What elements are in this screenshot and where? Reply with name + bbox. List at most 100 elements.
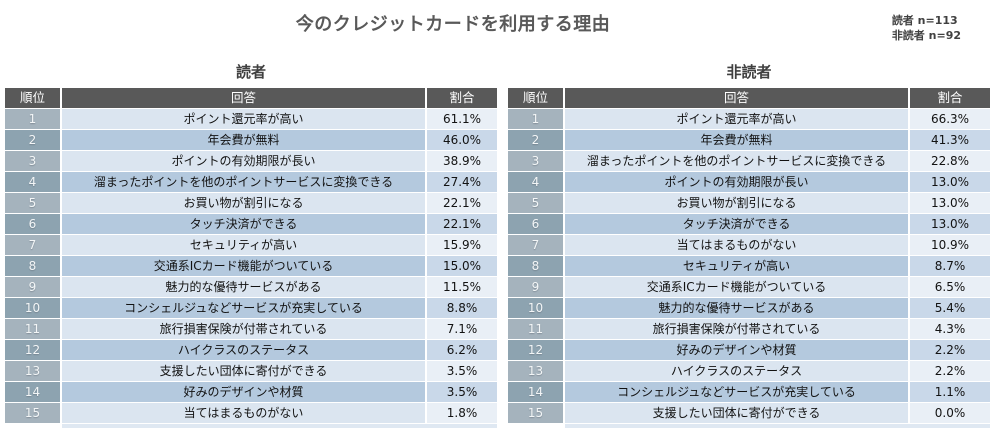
ratio-cell: 13.0%: [910, 172, 990, 192]
answer-cell: 支援したい団体に寄付ができる: [565, 403, 908, 423]
ratio-cell: 3.5%: [427, 382, 497, 402]
table-row: 13 支援したい団体に寄付ができる 3.5%: [5, 361, 497, 381]
table-row: 8 セキュリティが高い 8.7%: [508, 256, 990, 276]
rank-cell: 5: [508, 193, 563, 213]
table-row: 4 溜まったポイントを他のポイントサービスに変換できる 27.4%: [5, 172, 497, 192]
ratio-cell: 1.1%: [910, 382, 990, 402]
table-row: 8 交通系ICカード機能がついている 15.0%: [5, 256, 497, 276]
rank-cell: 4: [5, 172, 60, 192]
table-row: 3 溜まったポイントを他のポイントサービスに変換できる 22.8%: [508, 151, 990, 171]
ratio-cell: 0.0%: [910, 403, 990, 423]
ratio-cell: 11.5%: [427, 277, 497, 297]
answer-cell: セキュリティが高い: [62, 235, 425, 255]
answer-cell: 溜まったポイントを他のポイントサービスに変換できる: [62, 172, 425, 192]
table-row: 6 タッチ決済ができる 22.1%: [5, 214, 497, 234]
answer-cell: ポイントの有効期限が長い: [62, 151, 425, 171]
table-title-reader: 読者: [235, 63, 266, 81]
rank-cell: 14: [508, 382, 563, 402]
table-title-nonreader: 非読者: [726, 63, 772, 81]
table-header-row: 順位 回答 割合: [5, 88, 497, 108]
answer-cell: セキュリティが高い: [565, 256, 908, 276]
table-row: 3 ポイントの有効期限が長い 38.9%: [5, 151, 497, 171]
ratio-cell: 15.9%: [427, 235, 497, 255]
ratio-cell: 3.5%: [427, 361, 497, 381]
nonreader-table: 順位 回答 割合 1 ポイント還元率が高い 66.3% 2 年会費が無料 41.3% 3 溜ま…: [508, 88, 990, 423]
answer-cell: 好みのデザインや材質: [565, 340, 908, 360]
table-row: 13 ハイクラスのステータス 2.2%: [508, 361, 990, 381]
answer-cell: 年会費が無料: [62, 130, 425, 150]
column-header-rank: 順位: [508, 88, 563, 108]
rank-cell: 11: [5, 319, 60, 339]
answer-cell: ハイクラスのステータス: [565, 361, 908, 381]
table-row: 15 当てはまるものがない 1.8%: [5, 403, 497, 423]
rank-cell: 2: [508, 130, 563, 150]
table-row: 15 支援したい団体に寄付ができる 0.0%: [508, 403, 990, 423]
table-row: 10 魅力的な優待サービスがある 5.4%: [508, 298, 990, 318]
answer-cell: ポイントの有効期限が長い: [565, 172, 908, 192]
nonreader-table-section: 非読者 順位 回答 割合 1 ポイント還元率が高い 66.3% 2 年会費が無料 41.3…: [508, 61, 990, 428]
table-row: 12 好みのデザインや材質 2.2%: [508, 340, 990, 360]
rank-cell: 14: [5, 382, 60, 402]
ratio-cell: 15.0%: [427, 256, 497, 276]
answer-cell: 旅行損害保険が付帯されている: [62, 319, 425, 339]
reader-table: 順位 回答 割合 1 ポイント還元率が高い 61.1% 2 年会費が無料 46.0% 3 ポイ…: [5, 88, 497, 423]
answer-cell: ポイント還元率が高い: [62, 109, 425, 129]
rank-cell: 1: [5, 109, 60, 129]
legend-nonreader-n: 非読者 n=92: [891, 29, 961, 42]
table-row: 11 旅行損害保険が付帯されている 4.3%: [508, 319, 990, 339]
table-row: 9 魅力的な優待サービスがある 11.5%: [5, 277, 497, 297]
rank-cell: 4: [508, 172, 563, 192]
answer-cell: 溜まったポイントを他のポイントサービスに変換できる: [565, 151, 908, 171]
table-row: 2 年会費が無料 41.3%: [508, 130, 990, 150]
rank-cell: 7: [5, 235, 60, 255]
answer-cell: 支援したい団体に寄付ができる: [62, 361, 425, 381]
answer-cell: 当てはまるものがない: [62, 403, 425, 423]
rank-cell: 12: [508, 340, 563, 360]
answer-cell: 年会費が無料: [565, 130, 908, 150]
rank-cell: 15: [5, 403, 60, 423]
ratio-cell: 46.0%: [427, 130, 497, 150]
ratio-cell: 27.4%: [427, 172, 497, 192]
answer-cell: コンシェルジュなどサービスが充実している: [565, 382, 908, 402]
tables-container: 読者 順位 回答 割合 1 ポイント還元率が高い 61.1% 2 年会費が無料 46.0%…: [5, 61, 990, 428]
ratio-cell: 7.1%: [427, 319, 497, 339]
table-row: 12 ハイクラスのステータス 6.2%: [5, 340, 497, 360]
ratio-cell: 6.2%: [427, 340, 497, 360]
ratio-cell: 6.5%: [910, 277, 990, 297]
rank-cell: 3: [508, 151, 563, 171]
answer-cell: ハイクラスのステータス: [62, 340, 425, 360]
rank-cell: 2: [5, 130, 60, 150]
ratio-cell: 13.0%: [910, 214, 990, 234]
table-row: 7 セキュリティが高い 15.9%: [5, 235, 497, 255]
rank-cell: 6: [5, 214, 60, 234]
rank-cell: 3: [5, 151, 60, 171]
answer-cell: タッチ決済ができる: [565, 214, 908, 234]
ratio-cell: 13.0%: [910, 193, 990, 213]
rank-cell: 8: [5, 256, 60, 276]
rank-cell: 13: [5, 361, 60, 381]
rank-cell: 6: [508, 214, 563, 234]
answer-cell: 好みのデザインや材質: [62, 382, 425, 402]
reader-table-section: 読者 順位 回答 割合 1 ポイント還元率が高い 61.1% 2 年会費が無料 46.0%…: [5, 61, 497, 428]
rank-cell: 8: [508, 256, 563, 276]
answer-cell: ポイント還元率が高い: [565, 109, 908, 129]
rank-cell: 10: [508, 298, 563, 318]
ratio-cell: 2.2%: [910, 361, 990, 381]
rank-cell: 13: [508, 361, 563, 381]
column-header-ratio: 割合: [427, 88, 497, 108]
ratio-cell: 66.3%: [910, 109, 990, 129]
answer-cell: コンシェルジュなどサービスが充実している: [62, 298, 425, 318]
legend-reader-n: 読者 n=113: [891, 14, 958, 27]
table-header-row: 順位 回答 割合: [508, 88, 990, 108]
rank-cell: 5: [5, 193, 60, 213]
table-row: 11 旅行損害保険が付帯されている 7.1%: [5, 319, 497, 339]
table-row: 7 当てはまるものがない 10.9%: [508, 235, 990, 255]
column-header-answer: 回答: [565, 88, 908, 108]
ratio-cell: 61.1%: [427, 109, 497, 129]
rank-cell: 9: [5, 277, 60, 297]
column-header-answer: 回答: [62, 88, 425, 108]
ratio-cell: 4.3%: [910, 319, 990, 339]
rank-cell: 10: [5, 298, 60, 318]
table-row: 2 年会費が無料 46.0%: [5, 130, 497, 150]
ratio-cell: 8.8%: [427, 298, 497, 318]
